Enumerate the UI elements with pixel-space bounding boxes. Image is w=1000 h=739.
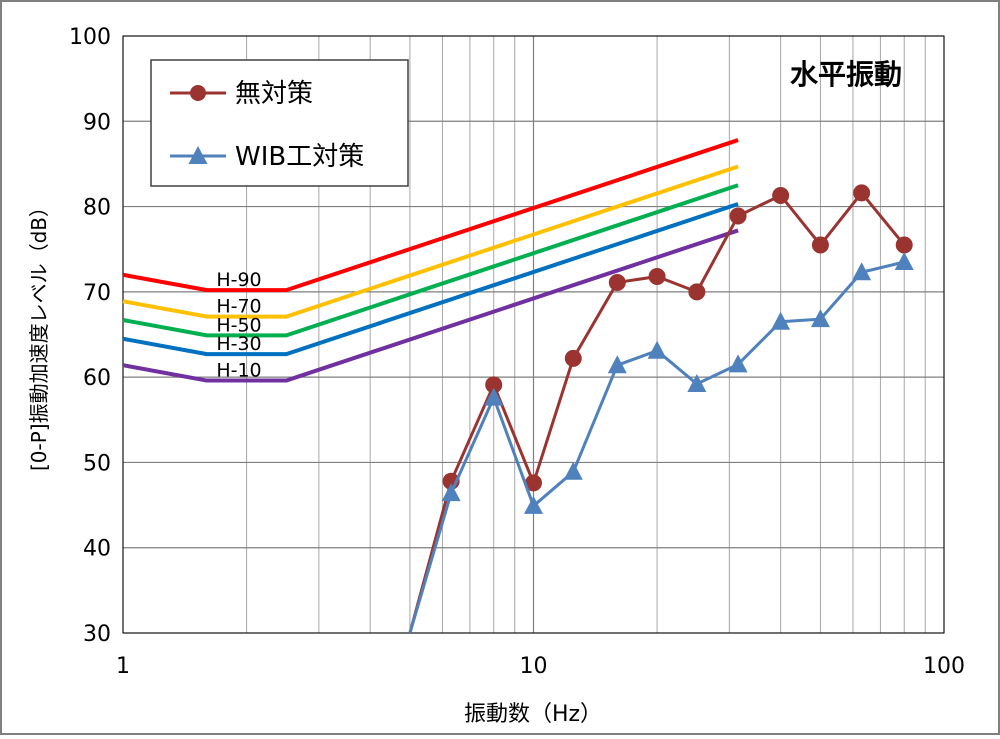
legend: 無対策 WIB工対策 [150,59,409,187]
chart-title: 水平振動 [790,58,902,91]
reference-curve-h-10 [122,228,739,383]
series-2-point [852,262,872,281]
series-1-point [895,236,913,254]
series-2-point [894,252,914,271]
x-tick-label: 100 [923,654,965,679]
series-2-point [563,461,583,480]
series-2-point [687,373,707,392]
legend-box [150,59,409,187]
legend-label-series-2: WIB工対策 [235,142,364,172]
y-tick-label: 70 [83,281,111,306]
series-1-point [564,349,582,367]
reference-curve-h-50 [122,183,739,338]
plot-frame [122,35,945,634]
series-2-point [728,354,748,373]
series-1-point [729,207,747,225]
data-series [408,184,914,633]
y-tick-label: 60 [83,366,111,391]
y-tick-label: 90 [83,110,111,135]
series-1-point [688,283,706,301]
y-axis-title: [0-P]振動加速度レベル（dB） [27,197,51,471]
y-tick-label: 50 [83,451,111,476]
series-2-point [484,387,504,406]
x-tick-label: 10 [520,654,548,679]
reference-curves: H-90 H-70H-50H-30 H-10 [122,138,739,383]
reference-curve-h-70 [122,164,739,319]
x-tick-label: 1 [116,654,130,679]
reference-curve-label: H-10 [216,360,261,382]
y-tick-label: 40 [83,537,111,562]
series-1-point [608,273,626,291]
series-1-point [772,186,790,204]
series-2-point [607,355,627,374]
series-2-point [771,311,791,330]
legend-marker-series-2 [188,146,208,164]
series-2-point [441,483,461,502]
series-1-point [648,268,666,286]
reference-curve-label: H-70 [216,296,261,318]
series-2-point [647,340,667,359]
reference-curve-h-30 [122,202,739,357]
y-tick-label: 100 [69,25,111,50]
y-tick-label: 80 [83,196,111,221]
reference-curve-label: H-90 [216,269,261,291]
series-2-point [524,495,543,514]
x-axis-title: 振動数（Hz） [464,702,602,727]
reference-curve-h-90 [122,138,739,293]
legend-marker-series-1 [190,85,206,101]
reference-curve-label: H-50 [216,314,261,336]
series-1-point [811,236,829,254]
reference-curve-label: H-30 [216,333,261,355]
series-2-point [810,309,830,328]
y-tick-label: 30 [83,622,111,647]
series-1-point [853,184,871,202]
legend-label-series-1: 無対策 [235,79,313,109]
